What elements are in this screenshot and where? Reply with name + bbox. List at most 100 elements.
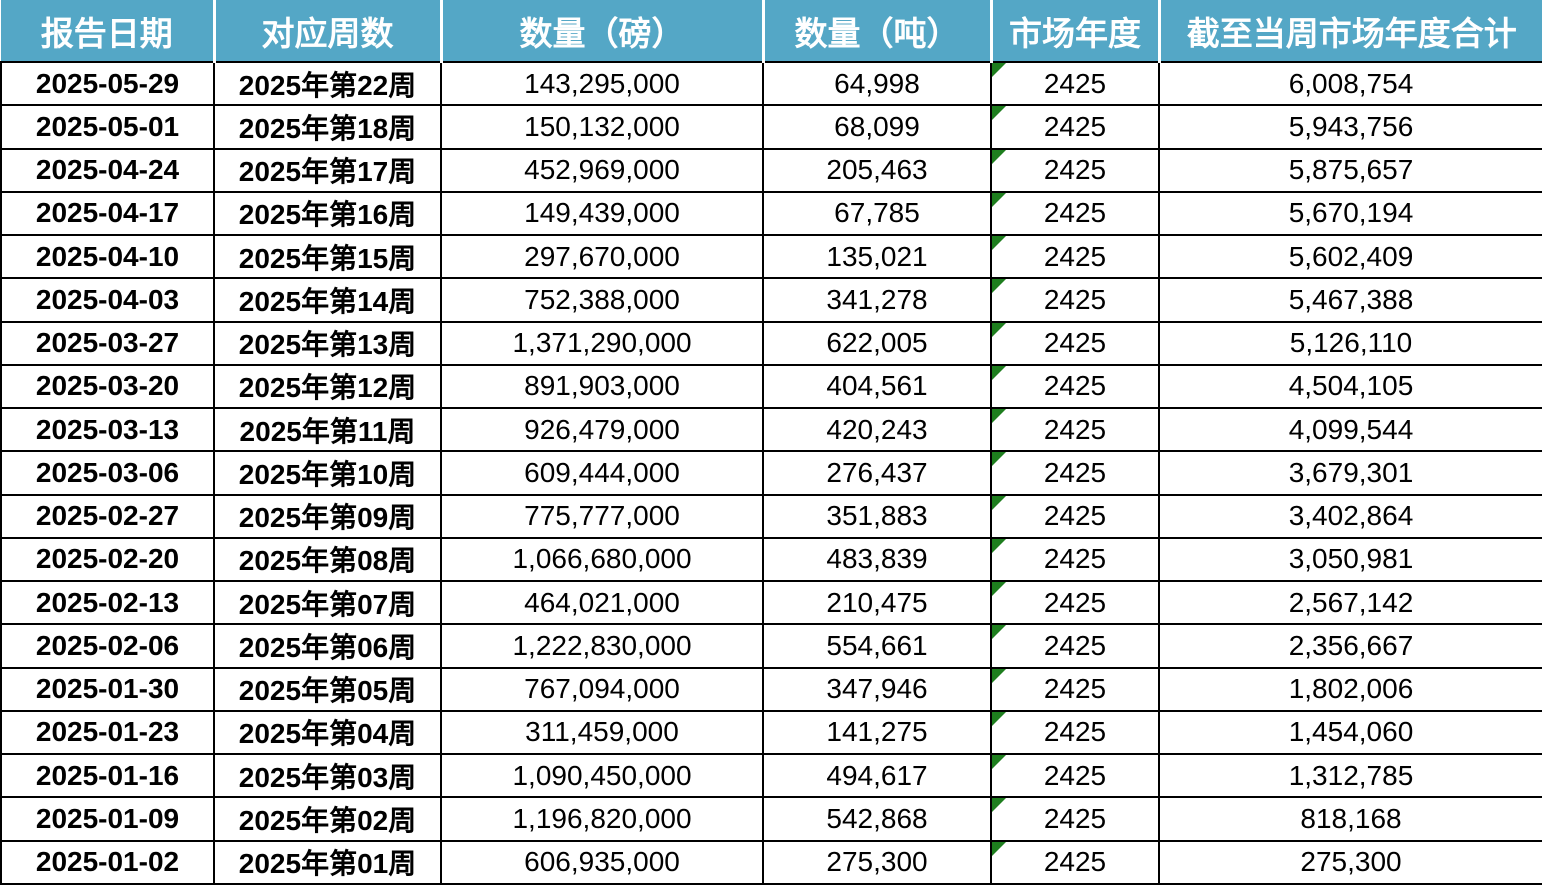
cell-quantity-tons[interactable]: 275,300 (762, 839, 992, 885)
cell-market-year[interactable]: 2425 (990, 147, 1160, 193)
cell-market-year-total[interactable]: 4,099,544 (1158, 406, 1542, 453)
cell-quantity-lbs[interactable]: 452,969,000 (440, 147, 764, 193)
cell-quantity-lbs[interactable]: 464,021,000 (440, 579, 764, 626)
cell-market-year[interactable]: 2425 (990, 190, 1160, 237)
cell-report-date[interactable]: 2025-02-13 (0, 579, 215, 626)
cell-week-number[interactable]: 2025年第09周 (213, 493, 442, 539)
cell-week-number[interactable]: 2025年第02周 (213, 796, 442, 842)
cell-market-year-total[interactable]: 5,670,194 (1158, 190, 1542, 237)
cell-week-number[interactable]: 2025年第05周 (213, 666, 442, 712)
cell-market-year[interactable]: 2425 (990, 277, 1160, 323)
cell-market-year[interactable]: 2425 (990, 406, 1160, 453)
cell-market-year[interactable]: 2425 (990, 60, 1160, 107)
cell-report-date[interactable]: 2025-01-30 (0, 666, 215, 712)
cell-quantity-tons[interactable]: 404,561 (762, 363, 992, 410)
cell-report-date[interactable]: 2025-01-23 (0, 709, 215, 756)
cell-market-year-total[interactable]: 1,312,785 (1158, 752, 1542, 799)
cell-quantity-tons[interactable]: 210,475 (762, 579, 992, 626)
cell-market-year-total[interactable]: 3,402,864 (1158, 493, 1542, 539)
cell-report-date[interactable]: 2025-01-16 (0, 752, 215, 799)
cell-quantity-tons[interactable]: 205,463 (762, 147, 992, 193)
cell-market-year-total[interactable]: 6,008,754 (1158, 60, 1542, 107)
cell-quantity-lbs[interactable]: 1,196,820,000 (440, 796, 764, 842)
cell-market-year[interactable]: 2425 (990, 666, 1160, 712)
cell-quantity-tons[interactable]: 276,437 (762, 450, 992, 496)
cell-report-date[interactable]: 2025-05-29 (0, 60, 215, 107)
cell-week-number[interactable]: 2025年第13周 (213, 320, 442, 366)
cell-market-year-total[interactable]: 2,356,667 (1158, 623, 1542, 669)
cell-week-number[interactable]: 2025年第16周 (213, 190, 442, 237)
cell-quantity-lbs[interactable]: 1,090,450,000 (440, 752, 764, 799)
cell-week-number[interactable]: 2025年第17周 (213, 147, 442, 193)
cell-week-number[interactable]: 2025年第04周 (213, 709, 442, 756)
cell-report-date[interactable]: 2025-02-20 (0, 536, 215, 583)
cell-market-year[interactable]: 2425 (990, 493, 1160, 539)
cell-quantity-lbs[interactable]: 1,066,680,000 (440, 536, 764, 583)
cell-report-date[interactable]: 2025-03-06 (0, 450, 215, 496)
cell-market-year-total[interactable]: 3,050,981 (1158, 536, 1542, 583)
cell-market-year-total[interactable]: 1,454,060 (1158, 709, 1542, 756)
cell-quantity-lbs[interactable]: 752,388,000 (440, 277, 764, 323)
cell-quantity-lbs[interactable]: 143,295,000 (440, 60, 764, 107)
cell-report-date[interactable]: 2025-04-17 (0, 190, 215, 237)
cell-market-year[interactable]: 2425 (990, 839, 1160, 885)
cell-quantity-tons[interactable]: 347,946 (762, 666, 992, 712)
cell-quantity-lbs[interactable]: 150,132,000 (440, 104, 764, 150)
cell-quantity-tons[interactable]: 67,785 (762, 190, 992, 237)
cell-report-date[interactable]: 2025-02-06 (0, 623, 215, 669)
cell-week-number[interactable]: 2025年第14周 (213, 277, 442, 323)
cell-week-number[interactable]: 2025年第12周 (213, 363, 442, 410)
cell-report-date[interactable]: 2025-04-10 (0, 233, 215, 280)
cell-market-year-total[interactable]: 5,875,657 (1158, 147, 1542, 193)
cell-quantity-lbs[interactable]: 775,777,000 (440, 493, 764, 539)
cell-quantity-tons[interactable]: 351,883 (762, 493, 992, 539)
cell-week-number[interactable]: 2025年第06周 (213, 623, 442, 669)
cell-report-date[interactable]: 2025-03-20 (0, 363, 215, 410)
cell-quantity-tons[interactable]: 341,278 (762, 277, 992, 323)
cell-market-year[interactable]: 2425 (990, 320, 1160, 366)
cell-quantity-lbs[interactable]: 311,459,000 (440, 709, 764, 756)
cell-week-number[interactable]: 2025年第11周 (213, 406, 442, 453)
cell-market-year-total[interactable]: 5,467,388 (1158, 277, 1542, 323)
cell-market-year-total[interactable]: 3,679,301 (1158, 450, 1542, 496)
cell-quantity-lbs[interactable]: 149,439,000 (440, 190, 764, 237)
cell-market-year-total[interactable]: 5,126,110 (1158, 320, 1542, 366)
cell-report-date[interactable]: 2025-01-02 (0, 839, 215, 885)
cell-market-year-total[interactable]: 5,602,409 (1158, 233, 1542, 280)
cell-week-number[interactable]: 2025年第01周 (213, 839, 442, 885)
cell-quantity-tons[interactable]: 483,839 (762, 536, 992, 583)
cell-quantity-lbs[interactable]: 297,670,000 (440, 233, 764, 280)
cell-market-year[interactable]: 2425 (990, 796, 1160, 842)
cell-market-year-total[interactable]: 275,300 (1158, 839, 1542, 885)
cell-quantity-tons[interactable]: 554,661 (762, 623, 992, 669)
cell-quantity-lbs[interactable]: 926,479,000 (440, 406, 764, 453)
cell-quantity-lbs[interactable]: 767,094,000 (440, 666, 764, 712)
cell-market-year[interactable]: 2425 (990, 536, 1160, 583)
cell-report-date[interactable]: 2025-03-13 (0, 406, 215, 453)
cell-week-number[interactable]: 2025年第22周 (213, 60, 442, 107)
cell-market-year[interactable]: 2425 (990, 363, 1160, 410)
cell-week-number[interactable]: 2025年第18周 (213, 104, 442, 150)
cell-market-year[interactable]: 2425 (990, 579, 1160, 626)
cell-market-year-total[interactable]: 4,504,105 (1158, 363, 1542, 410)
cell-report-date[interactable]: 2025-03-27 (0, 320, 215, 366)
cell-report-date[interactable]: 2025-01-09 (0, 796, 215, 842)
cell-report-date[interactable]: 2025-04-24 (0, 147, 215, 193)
cell-quantity-tons[interactable]: 420,243 (762, 406, 992, 453)
cell-market-year-total[interactable]: 5,943,756 (1158, 104, 1542, 150)
cell-market-year[interactable]: 2425 (990, 104, 1160, 150)
cell-report-date[interactable]: 2025-04-03 (0, 277, 215, 323)
cell-quantity-lbs[interactable]: 1,371,290,000 (440, 320, 764, 366)
cell-quantity-lbs[interactable]: 891,903,000 (440, 363, 764, 410)
cell-market-year[interactable]: 2425 (990, 233, 1160, 280)
cell-market-year[interactable]: 2425 (990, 709, 1160, 756)
cell-quantity-tons[interactable]: 141,275 (762, 709, 992, 756)
cell-quantity-lbs[interactable]: 606,935,000 (440, 839, 764, 885)
cell-report-date[interactable]: 2025-02-27 (0, 493, 215, 539)
cell-week-number[interactable]: 2025年第03周 (213, 752, 442, 799)
cell-week-number[interactable]: 2025年第15周 (213, 233, 442, 280)
cell-week-number[interactable]: 2025年第10周 (213, 450, 442, 496)
cell-week-number[interactable]: 2025年第07周 (213, 579, 442, 626)
cell-quantity-tons[interactable]: 68,099 (762, 104, 992, 150)
cell-market-year-total[interactable]: 818,168 (1158, 796, 1542, 842)
